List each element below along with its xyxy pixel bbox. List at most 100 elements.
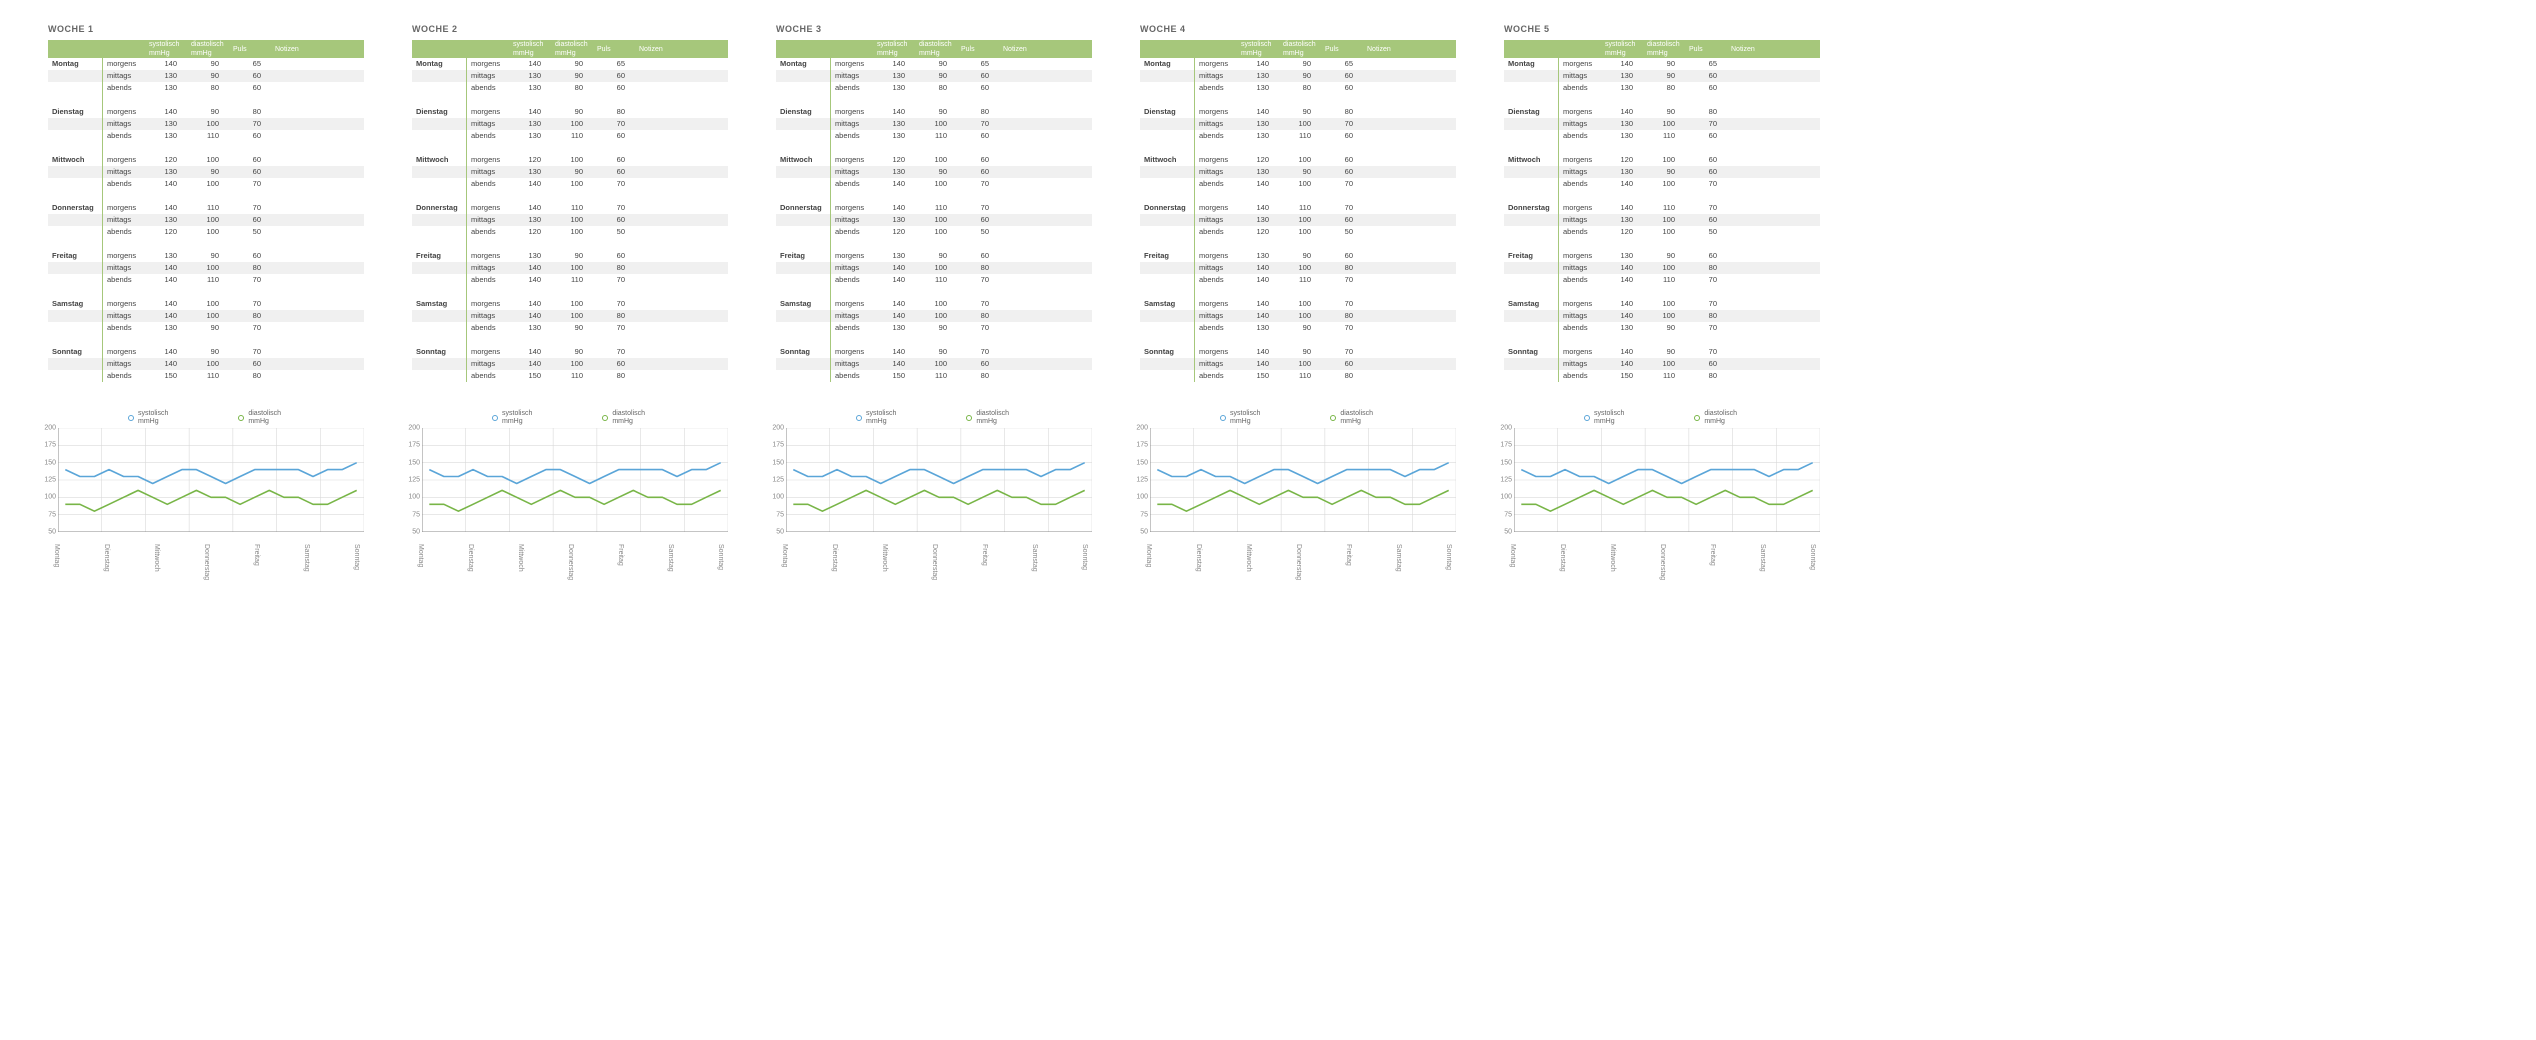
notes-cell [1363,202,1456,214]
readings-table: systolischmmHgdiastolischmmHgPulsNotizen… [412,40,728,382]
notes-cell [271,166,364,178]
systolic-cell: 120 [873,154,915,166]
week-title: WOCHE 3 [776,24,1092,34]
table-row: mittags14010080 [48,262,364,274]
table-row: abends14010070 [412,178,728,190]
header-diastolic: diastolischmmHg [551,40,593,58]
systolic-cell: 140 [873,346,915,358]
notes-cell [999,166,1092,178]
table-row: abends14011070 [48,274,364,286]
systolic-cell: 140 [145,358,187,370]
notes-cell [635,322,728,334]
diastolic-cell: 90 [1279,58,1321,70]
diastolic-cell: 110 [1643,370,1685,382]
notes-cell [271,130,364,142]
day-cell: Mittwoch [48,154,103,166]
time-cell: abends [103,226,146,238]
chart-plot [58,428,364,532]
systolic-cell: 130 [1601,118,1643,130]
chart-x-axis: MontagDienstagMittwochDonnerstagFreitagS… [786,534,1096,541]
diastolic-cell: 110 [1643,130,1685,142]
spacer-row [1140,190,1456,202]
diastolic-cell: 90 [915,166,957,178]
diastolic-cell: 90 [551,322,593,334]
chart-y-axis: 5075100125150175200 [1492,428,1512,532]
day-cell [412,70,467,82]
day-cell: Dienstag [1140,106,1195,118]
chart: systolischmmHgdiastolischmmHg50751001251… [1140,410,1456,541]
time-cell: morgens [1559,202,1602,214]
time-cell: morgens [103,346,146,358]
series-line-systolic [793,463,1084,484]
notes-cell [1727,322,1820,334]
day-cell: Freitag [1140,250,1195,262]
systolic-cell: 130 [145,250,187,262]
day-cell [1140,226,1195,238]
time-cell: mittags [1195,358,1238,370]
day-cell [1140,70,1195,82]
time-cell: morgens [1559,106,1602,118]
table-row: Freitagmorgens1309060 [776,250,1092,262]
systolic-cell: 140 [1601,358,1643,370]
notes-cell [1727,178,1820,190]
time-cell: morgens [1559,154,1602,166]
table-row: mittags14010080 [776,262,1092,274]
day-cell [48,274,103,286]
pulse-cell: 60 [1321,70,1363,82]
table-row: Montagmorgens1409065 [48,58,364,70]
notes-cell [1363,130,1456,142]
notes-cell [1363,298,1456,310]
day-cell [1140,214,1195,226]
systolic-cell: 130 [1601,82,1643,94]
systolic-cell: 140 [1601,298,1643,310]
systolic-cell: 130 [145,130,187,142]
day-cell [412,130,467,142]
diastolic-cell: 100 [187,298,229,310]
time-cell: mittags [103,214,146,226]
pulse-cell: 50 [957,226,999,238]
diastolic-cell: 100 [187,262,229,274]
table-row: Sonntagmorgens1409070 [48,346,364,358]
table-row: Sonntagmorgens1409070 [412,346,728,358]
day-cell [776,130,831,142]
pulse-cell: 60 [1321,358,1363,370]
time-cell: morgens [831,250,874,262]
notes-cell [271,70,364,82]
day-cell [1504,214,1559,226]
systolic-cell: 140 [509,298,551,310]
spacer-row [776,286,1092,298]
series-line-diastolic [429,490,720,511]
pulse-cell: 60 [1685,154,1727,166]
table-row: mittags13010060 [412,214,728,226]
pulse-cell: 70 [1321,118,1363,130]
chart-legend: systolischmmHgdiastolischmmHg [48,410,364,426]
systolic-cell: 130 [1601,130,1643,142]
table-row: Mittwochmorgens12010060 [1504,154,1820,166]
series-line-diastolic [1521,490,1812,511]
spacer-row [776,94,1092,106]
notes-cell [1727,130,1820,142]
pulse-cell: 60 [1685,70,1727,82]
table-row: abends1308060 [776,82,1092,94]
day-cell [776,82,831,94]
diastolic-cell: 90 [187,166,229,178]
time-cell: morgens [467,346,510,358]
diastolic-cell: 100 [1643,118,1685,130]
legend-marker-icon [1584,415,1590,421]
table-row: Donnerstagmorgens14011070 [776,202,1092,214]
time-cell: abends [831,322,874,334]
diastolic-cell: 90 [915,250,957,262]
diastolic-cell: 100 [551,226,593,238]
notes-cell [635,226,728,238]
time-cell: mittags [1559,214,1602,226]
spacer-row [776,238,1092,250]
table-row: mittags14010080 [1504,310,1820,322]
pulse-cell: 60 [229,166,271,178]
systolic-cell: 130 [145,82,187,94]
day-cell: Dienstag [776,106,831,118]
table-row: mittags1309060 [412,166,728,178]
notes-cell [271,262,364,274]
notes-cell [271,274,364,286]
time-cell: mittags [1559,310,1602,322]
pulse-cell: 60 [1685,166,1727,178]
